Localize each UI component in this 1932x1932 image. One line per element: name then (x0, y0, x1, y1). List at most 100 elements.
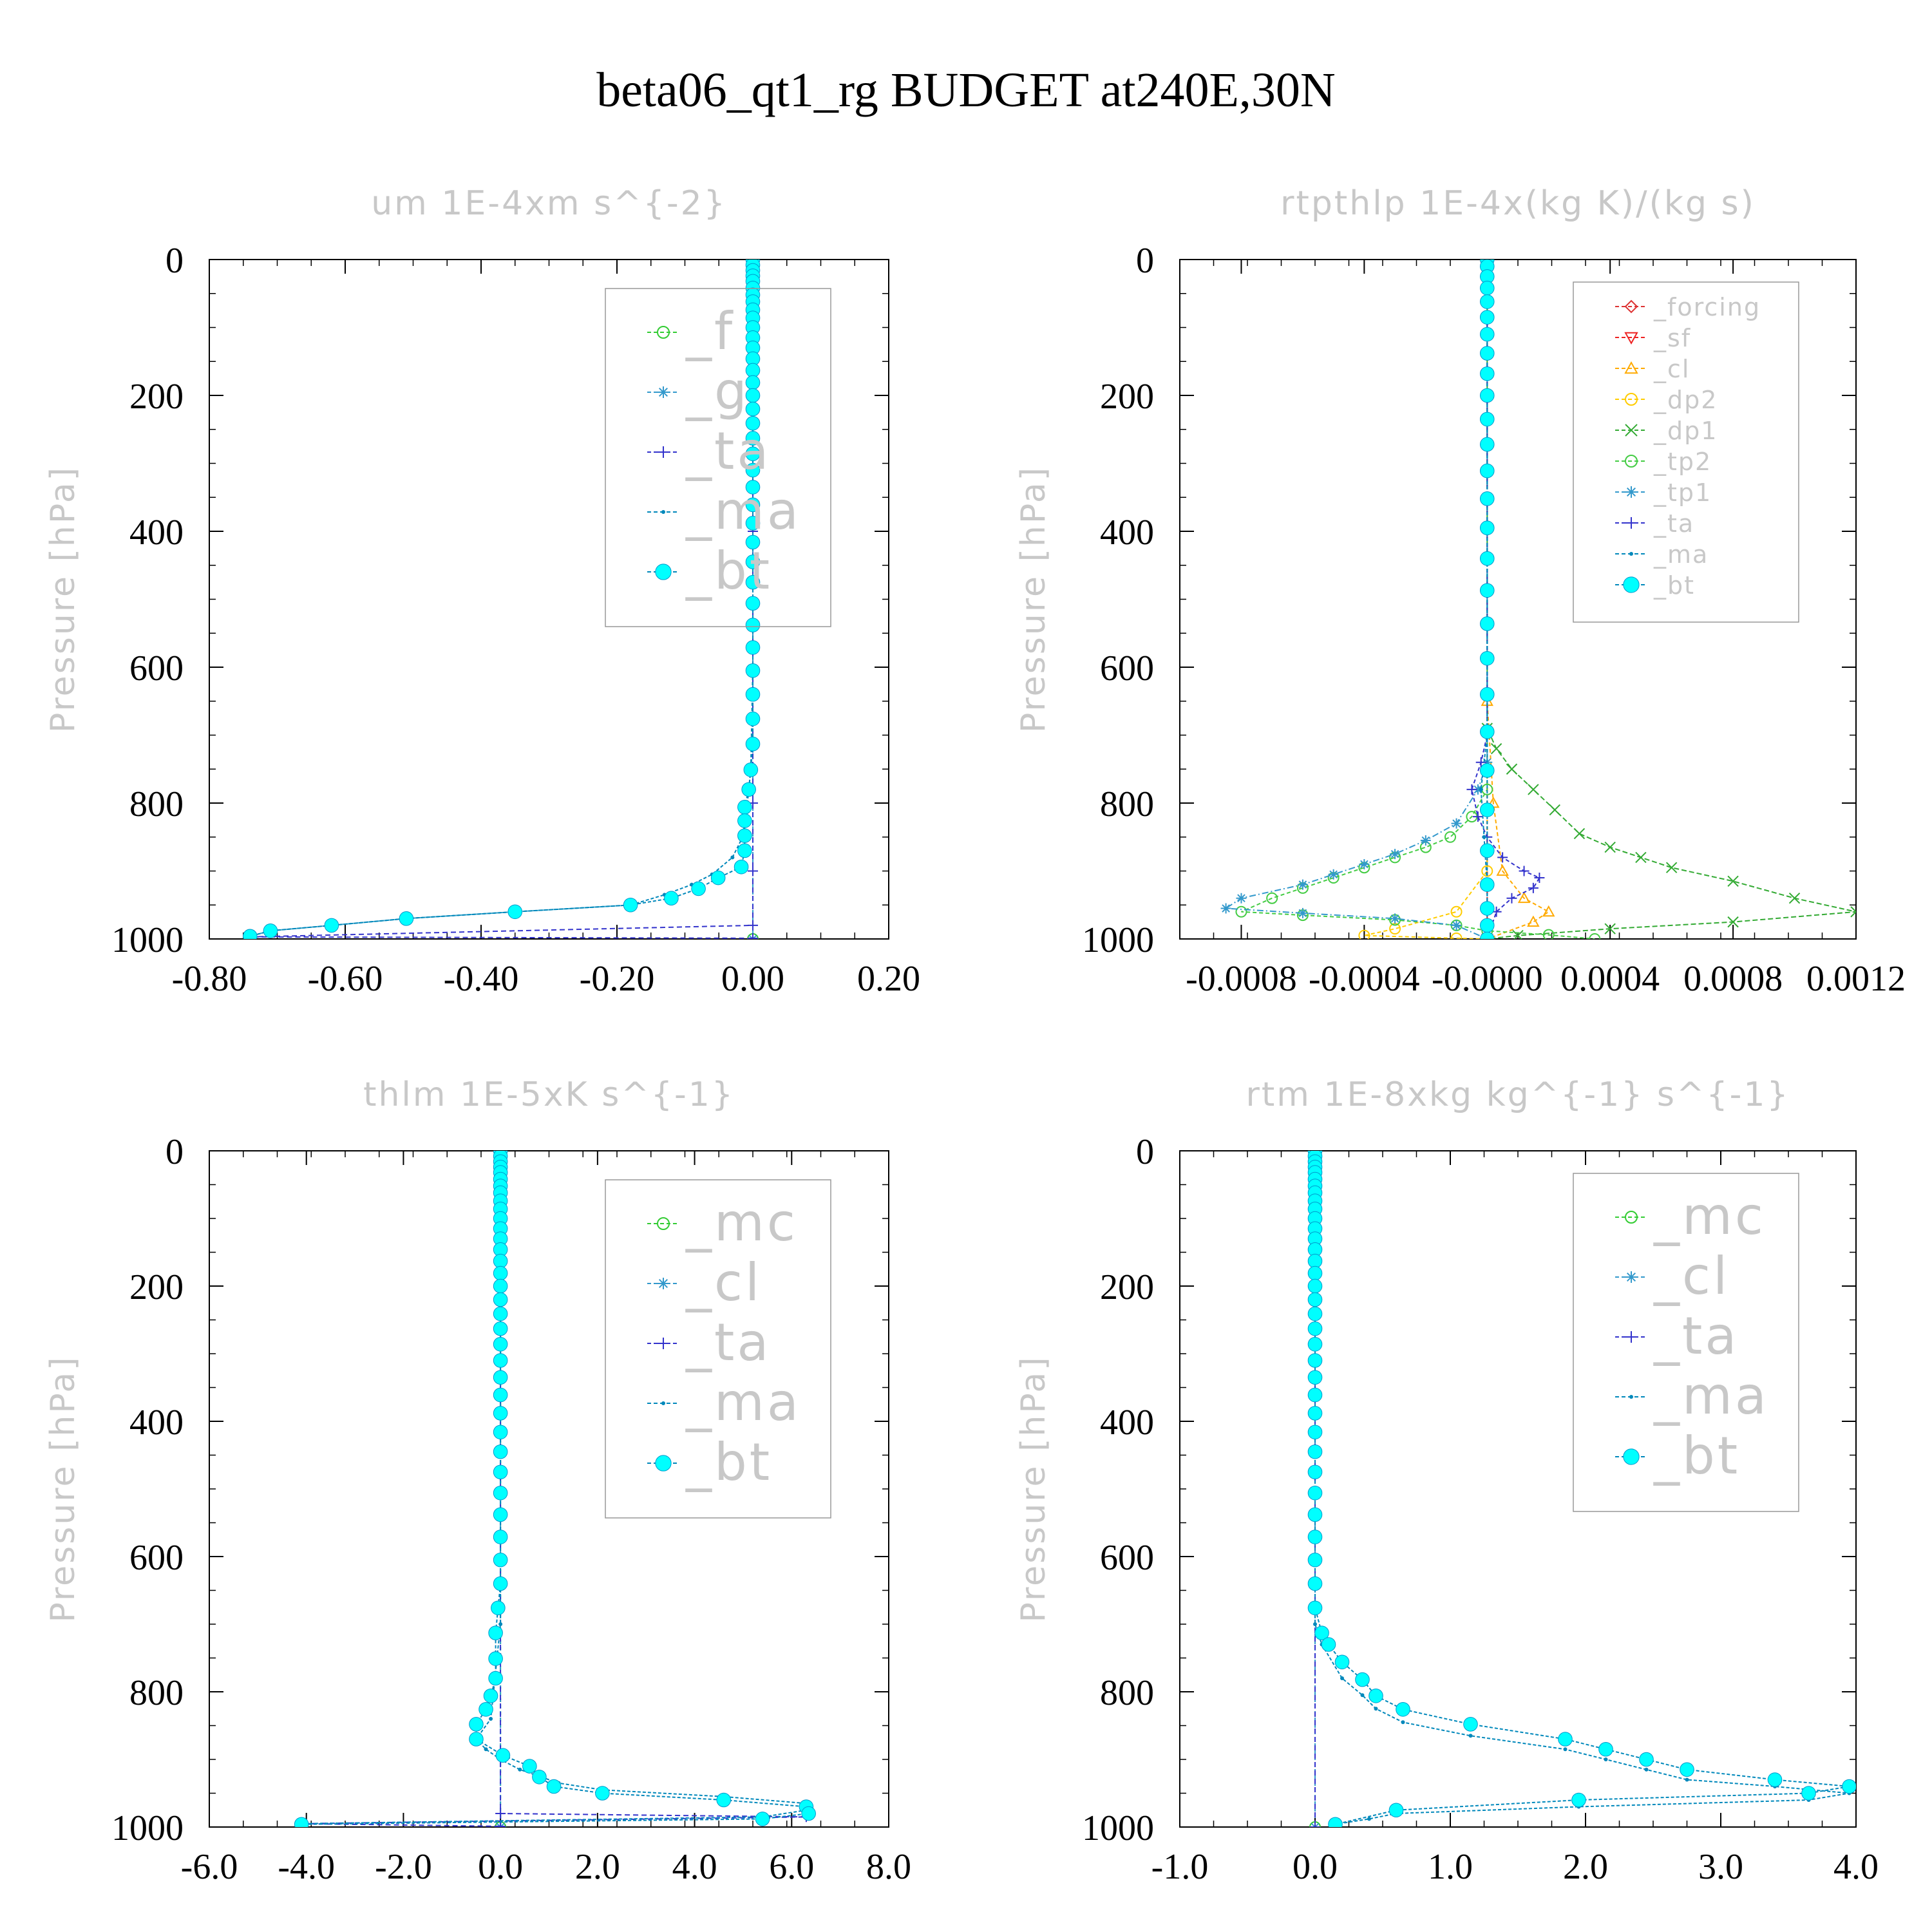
point-bt (493, 1464, 508, 1480)
point-tp2 (1235, 905, 1247, 918)
legend-label: _ta (1653, 1306, 1739, 1366)
x-tick-label: 2.0 (1563, 1847, 1608, 1887)
x-tick-label: 4.0 (672, 1847, 717, 1887)
point-bt (294, 1817, 309, 1827)
point-bt (546, 1779, 562, 1794)
point-dp2 (1481, 865, 1493, 877)
y-tick-label: 0 (1136, 1132, 1154, 1172)
legend-marker (1629, 1395, 1633, 1399)
point-bt (1479, 294, 1495, 309)
point-bt (1307, 1552, 1323, 1567)
point-tp1 (1359, 858, 1370, 869)
point-dp1 (1604, 841, 1616, 853)
point-bt (745, 618, 761, 632)
point-bt (488, 1671, 503, 1686)
point-ma (1644, 1767, 1649, 1772)
point-bt (1479, 437, 1495, 452)
point-bt (745, 415, 761, 431)
point-tp1 (1236, 893, 1247, 904)
point-ma (1468, 1734, 1473, 1738)
point-bt (1307, 1507, 1323, 1522)
point-cl (1542, 905, 1555, 917)
x-tick-label: 0.0012 (1806, 959, 1906, 999)
point-ta (1310, 1822, 1320, 1827)
point-bt (1307, 1278, 1323, 1294)
point-bt (1307, 1600, 1323, 1616)
legend-box (1573, 1173, 1799, 1512)
point-bt (743, 762, 759, 777)
point-dp1 (1549, 804, 1560, 816)
point-bt (1307, 1530, 1323, 1544)
point-bt (263, 923, 278, 938)
x-tick-label: 3.0 (1698, 1847, 1743, 1887)
point-ta (495, 1821, 506, 1827)
point-dp1 (1604, 923, 1616, 934)
legend-label: _g (685, 361, 750, 421)
point-cl (1517, 891, 1531, 904)
point-bt (469, 1732, 484, 1747)
y-tick-label: 1000 (111, 1808, 184, 1848)
legend-label: _ma (1653, 540, 1709, 569)
point-bt (493, 1370, 508, 1385)
point-bt (1307, 1265, 1323, 1281)
x-tick-label: -0.0008 (1186, 959, 1297, 999)
x-tick-label: 0.20 (857, 959, 920, 999)
point-bt (745, 596, 761, 611)
point-ma (484, 1747, 488, 1752)
series-line-ta (1471, 260, 1540, 939)
y-tick-label: 0 (166, 241, 184, 281)
legend-label: _ta (685, 421, 771, 481)
point-bt (493, 1306, 508, 1321)
x-tick-label: -4.0 (278, 1847, 335, 1887)
x-tick-label: 0.0 (478, 1847, 523, 1887)
y-tick-label: 0 (1136, 241, 1154, 281)
y-tick-label: 800 (129, 1673, 184, 1713)
point-bt (1307, 1464, 1323, 1480)
point-bt (1479, 931, 1495, 939)
point-cl (1527, 915, 1540, 927)
point-bt (493, 1353, 508, 1368)
point-bt (493, 1552, 508, 1567)
point-bt (1307, 1337, 1323, 1352)
point-dp2 (1450, 932, 1463, 939)
x-tick-label: -0.0000 (1432, 959, 1543, 999)
point-ta (748, 933, 758, 939)
point-bt (745, 401, 761, 417)
point-dp1 (1850, 906, 1856, 918)
point-bt (1307, 1253, 1323, 1269)
x-tick-label: 0.00 (721, 959, 784, 999)
point-bt (745, 687, 761, 702)
point-bt (1479, 327, 1495, 342)
point-dp2 (1450, 905, 1463, 918)
series-line-ta (301, 1151, 806, 1827)
point-ma (1401, 1720, 1405, 1725)
point-bt (745, 535, 761, 550)
legend-label: _tp1 (1653, 478, 1712, 507)
point-dp1 (1506, 763, 1518, 775)
point-bt (488, 1651, 503, 1666)
point-bt (1368, 1689, 1383, 1703)
x-tick-label: -0.40 (444, 959, 519, 999)
legend-marker (1624, 299, 1638, 314)
point-bt (483, 1689, 498, 1703)
point-bt (1479, 281, 1495, 296)
point-bt (324, 918, 339, 933)
y-tick-label: 200 (129, 1267, 184, 1307)
point-bt (493, 1337, 508, 1352)
x-tick-label: -1.0 (1151, 1847, 1209, 1887)
point-bt (1479, 918, 1495, 933)
figure-title: beta06_qt1_rg BUDGET at240E,30N (596, 63, 1336, 117)
point-bt (1479, 901, 1495, 916)
point-bt (1307, 1387, 1323, 1403)
point-bt (1801, 1786, 1816, 1801)
point-bt (1396, 1702, 1410, 1717)
point-ta (1534, 873, 1545, 884)
legend-box (605, 288, 831, 627)
legend-label: _bt (685, 1432, 772, 1492)
panel-title: rtm 1E-8xkg kg^{-1} s^{-1} (1245, 1075, 1790, 1114)
point-bt (595, 1786, 610, 1801)
y-tick-label: 200 (1100, 377, 1154, 417)
point-bt (399, 911, 414, 926)
legend-marker (1625, 1271, 1637, 1283)
point-ma (1374, 1707, 1378, 1711)
